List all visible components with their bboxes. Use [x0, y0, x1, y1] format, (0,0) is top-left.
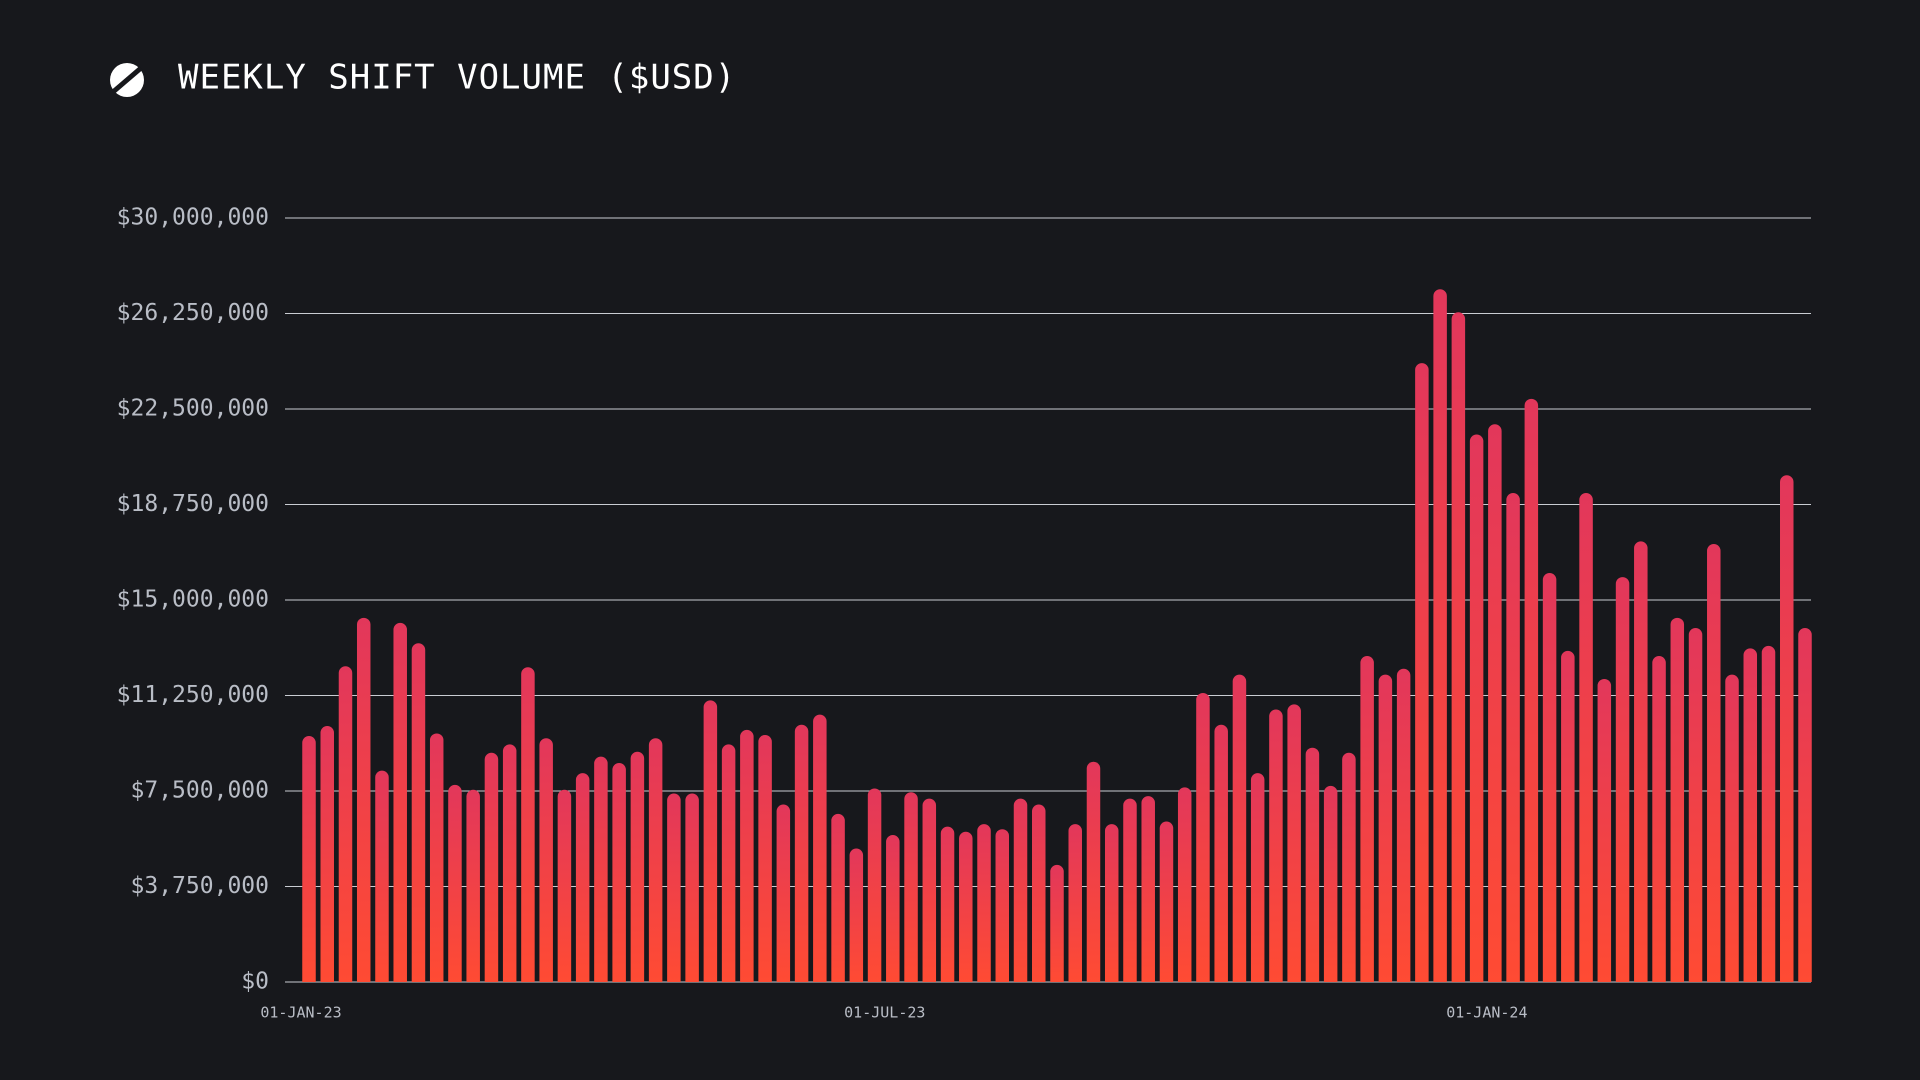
bar — [685, 793, 699, 982]
bar — [521, 667, 535, 982]
bar — [448, 784, 462, 982]
bar — [1670, 617, 1685, 982]
bar — [1232, 674, 1247, 982]
bar — [1396, 668, 1411, 982]
bar — [794, 724, 809, 982]
bar — [1250, 773, 1265, 982]
bar — [411, 643, 426, 982]
bar — [320, 726, 334, 982]
bar — [1469, 434, 1484, 982]
bar — [1068, 824, 1082, 982]
bar — [977, 824, 991, 982]
bar — [648, 738, 663, 982]
y-tick-label: $0 — [241, 969, 269, 995]
bar — [667, 793, 681, 982]
bar — [1798, 628, 1812, 982]
bar — [1780, 475, 1794, 982]
bar — [1287, 704, 1301, 982]
bar — [1524, 398, 1539, 982]
bar — [612, 762, 626, 982]
bar — [1433, 289, 1447, 983]
bar — [831, 813, 845, 982]
bar — [1013, 798, 1028, 982]
bar — [539, 738, 553, 982]
bar — [1269, 709, 1283, 982]
bar — [995, 829, 1010, 982]
bar — [1579, 493, 1593, 982]
bar — [1561, 650, 1575, 982]
bar — [466, 789, 480, 982]
bar — [1141, 796, 1155, 982]
bar — [849, 848, 864, 982]
bar — [338, 666, 353, 982]
bar — [813, 714, 827, 982]
bar — [302, 735, 316, 982]
bar — [904, 792, 918, 982]
y-tick-label: $15,000,000 — [117, 587, 269, 613]
bar — [1725, 674, 1739, 982]
bar — [484, 752, 499, 982]
y-tick-label: $11,250,000 — [117, 682, 269, 708]
bar — [356, 617, 371, 982]
y-tick-label: $22,500,000 — [117, 396, 269, 422]
bar — [429, 733, 444, 982]
chart-title: WEEKLY SHIFT VOLUME ($USD) — [178, 58, 736, 98]
bar — [776, 804, 791, 982]
bar — [1050, 864, 1064, 982]
bar — [1104, 824, 1119, 982]
bar — [1305, 747, 1320, 982]
bar — [1761, 645, 1776, 982]
y-tick-label: $3,750,000 — [131, 873, 269, 899]
bar — [1652, 656, 1666, 982]
y-tick-label: $26,250,000 — [117, 300, 269, 326]
bar — [375, 770, 389, 982]
bar — [740, 729, 754, 982]
bar — [1743, 648, 1758, 982]
bar — [1707, 543, 1721, 982]
bar — [1196, 692, 1210, 982]
bar — [1123, 798, 1137, 982]
bar — [1342, 752, 1356, 982]
bar — [1688, 628, 1703, 982]
bar — [1634, 541, 1648, 982]
bar — [1086, 761, 1101, 982]
bar — [886, 835, 900, 982]
x-tick-label: 01-JAN-24 — [1446, 1004, 1527, 1022]
bar — [1323, 785, 1338, 982]
bar — [1415, 363, 1429, 982]
y-tick-label: $7,500,000 — [131, 778, 269, 804]
bar — [1177, 787, 1192, 982]
bar — [393, 622, 407, 982]
bar — [1542, 573, 1557, 982]
bar — [1488, 424, 1502, 982]
bar — [557, 789, 572, 982]
bar — [630, 751, 645, 982]
bar — [575, 773, 590, 982]
bar — [1159, 821, 1174, 982]
bar — [721, 744, 736, 982]
y-tick-label: $18,750,000 — [117, 491, 269, 517]
bar — [1214, 724, 1228, 982]
bar — [502, 744, 517, 982]
bar — [1451, 312, 1466, 982]
bar — [1360, 656, 1374, 982]
bar — [959, 831, 973, 982]
bar — [703, 700, 718, 982]
bar — [922, 798, 937, 982]
bar — [867, 788, 882, 982]
x-tick-label: 01-JUL-23 — [844, 1004, 925, 1022]
x-tick-label: 01-JAN-23 — [260, 1004, 341, 1022]
bar — [1032, 804, 1046, 982]
y-tick-label: $30,000,000 — [117, 205, 269, 231]
bar — [940, 826, 955, 982]
logo — [110, 63, 144, 97]
bar — [594, 756, 608, 982]
bar — [1615, 577, 1630, 982]
bar — [1597, 678, 1612, 982]
bar — [1506, 493, 1520, 982]
bar — [1378, 674, 1393, 982]
bar — [758, 734, 772, 982]
